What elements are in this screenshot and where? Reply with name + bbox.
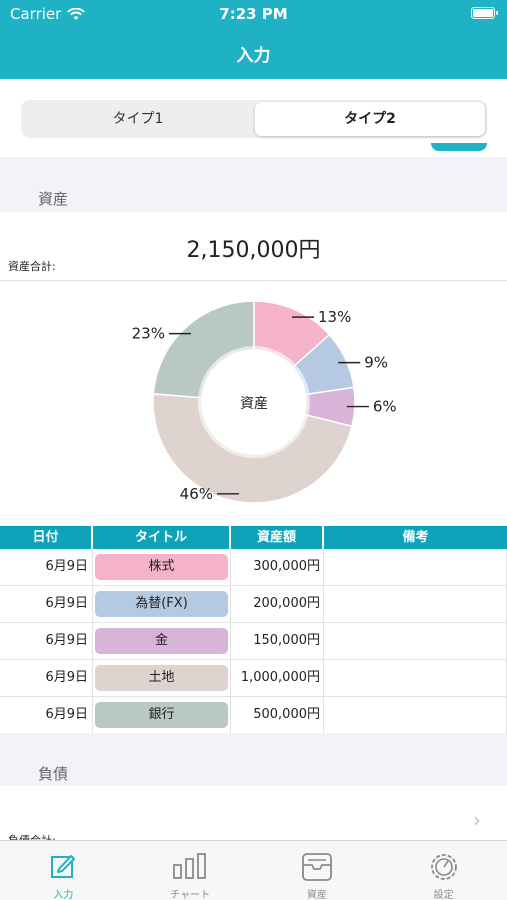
tab-input-label: 入力	[53, 890, 74, 900]
wifi-icon	[67, 7, 86, 20]
toggle-switch[interactable]	[431, 143, 487, 151]
navigation-bar: Carrier 7:23 PM 入力	[0, 0, 507, 79]
assets-total-row: 2,150,000円 資産合計:	[0, 212, 507, 281]
row-title: 為替(FX)	[95, 591, 228, 617]
row-title-cell: 土地	[93, 660, 231, 696]
row-title: 銀行	[95, 702, 228, 728]
row-note	[324, 697, 507, 733]
carrier: Carrier	[10, 5, 86, 23]
tab-bar: 入力 チャート 資産 設定	[0, 840, 507, 900]
header-amount: 資産額	[231, 526, 324, 549]
row-title-cell: 金	[93, 623, 231, 659]
status-time: 7:23 PM	[219, 5, 288, 23]
segment-container: タイプ1 タイプ2	[0, 79, 507, 157]
header-date: 日付	[0, 526, 93, 549]
table-row[interactable]: 6月9日 銀行 500,000円	[0, 697, 507, 734]
assets-total-value: 2,150,000円	[186, 238, 321, 263]
row-title-cell: 銀行	[93, 697, 231, 733]
tab-chart-label: チャート	[170, 890, 211, 900]
tab-settings-label: 設定	[433, 890, 454, 900]
row-amount: 150,000円	[231, 623, 324, 659]
row-amount: 1,000,000円	[231, 660, 324, 696]
chevron-right-icon: ›	[473, 808, 481, 832]
table-header: 日付 タイトル 資産額 備考	[0, 526, 507, 549]
pie-percent-label-2: 6%	[373, 398, 397, 416]
liabilities-total-row[interactable]: 負債合計: ›	[0, 786, 507, 847]
carrier-label: Carrier	[10, 5, 62, 23]
row-note	[324, 586, 507, 622]
battery-icon	[471, 7, 498, 19]
page-title: 入力	[236, 46, 271, 66]
row-note	[324, 660, 507, 696]
tab-chart[interactable]: チャート	[127, 841, 254, 900]
pie-percent-label-1: 9%	[364, 354, 388, 372]
donut-center-label: 資産	[240, 396, 268, 412]
table-row[interactable]: 6月9日 為替(FX) 200,000円	[0, 586, 507, 623]
table-row[interactable]: 6月9日 金 150,000円	[0, 623, 507, 660]
liabilities-section-header: 負債	[0, 733, 507, 786]
tab-assets-label: 資産	[306, 890, 327, 900]
table-row[interactable]: 6月9日 土地 1,000,000円	[0, 660, 507, 697]
row-date: 6月9日	[0, 549, 93, 585]
row-amount: 300,000円	[231, 549, 324, 585]
row-date: 6月9日	[0, 586, 93, 622]
assets-total-label: 資産合計:	[8, 260, 56, 273]
assets-table: 日付 タイトル 資産額 備考 6月9日 株式 300,000円 6月9日 為替(…	[0, 526, 507, 734]
assets-chart: 13% 9% 6% 46% 23% 資産	[0, 282, 507, 526]
row-title: 金	[95, 628, 228, 654]
assets-section-label: 資産	[38, 190, 69, 208]
donut-chart: 13% 9% 6% 46% 23% 資産	[132, 300, 397, 504]
pie-percent-label-3: 46%	[180, 485, 213, 503]
tab-input[interactable]: 入力	[0, 841, 127, 900]
row-note	[324, 549, 507, 585]
row-amount: 500,000円	[231, 697, 324, 733]
header-note: 備考	[402, 530, 429, 545]
row-title-cell: 為替(FX)	[93, 586, 231, 622]
segment-type2[interactable]: タイプ2	[255, 102, 485, 136]
row-note	[324, 623, 507, 659]
row-amount: 200,000円	[231, 586, 324, 622]
segment-type1[interactable]: タイプ1	[112, 111, 164, 127]
pie-percent-label-4: 23%	[132, 325, 165, 343]
table-row[interactable]: 6月9日 株式 300,000円	[0, 549, 507, 586]
row-date: 6月9日	[0, 623, 93, 659]
assets-section-header: 資産	[0, 157, 507, 212]
liabilities-section-label: 負債	[38, 765, 69, 783]
status-bar: Carrier 7:23 PM	[0, 5, 507, 25]
inbox-icon	[301, 853, 332, 881]
pie-percent-label-0: 13%	[318, 308, 351, 326]
type-segmented-control: タイプ1 タイプ2	[21, 100, 487, 138]
row-title: 土地	[95, 665, 228, 691]
header-title: タイトル	[93, 526, 231, 549]
edit-icon	[51, 855, 76, 878]
row-date: 6月9日	[0, 660, 93, 696]
row-title-cell: 株式	[93, 549, 231, 585]
donut-hole	[198, 346, 310, 458]
gear-icon	[430, 854, 457, 880]
bar-chart-icon	[173, 853, 207, 879]
row-title: 株式	[95, 554, 228, 580]
tab-assets[interactable]: 資産	[254, 841, 381, 900]
row-date: 6月9日	[0, 697, 93, 733]
tab-settings[interactable]: 設定	[380, 841, 507, 900]
